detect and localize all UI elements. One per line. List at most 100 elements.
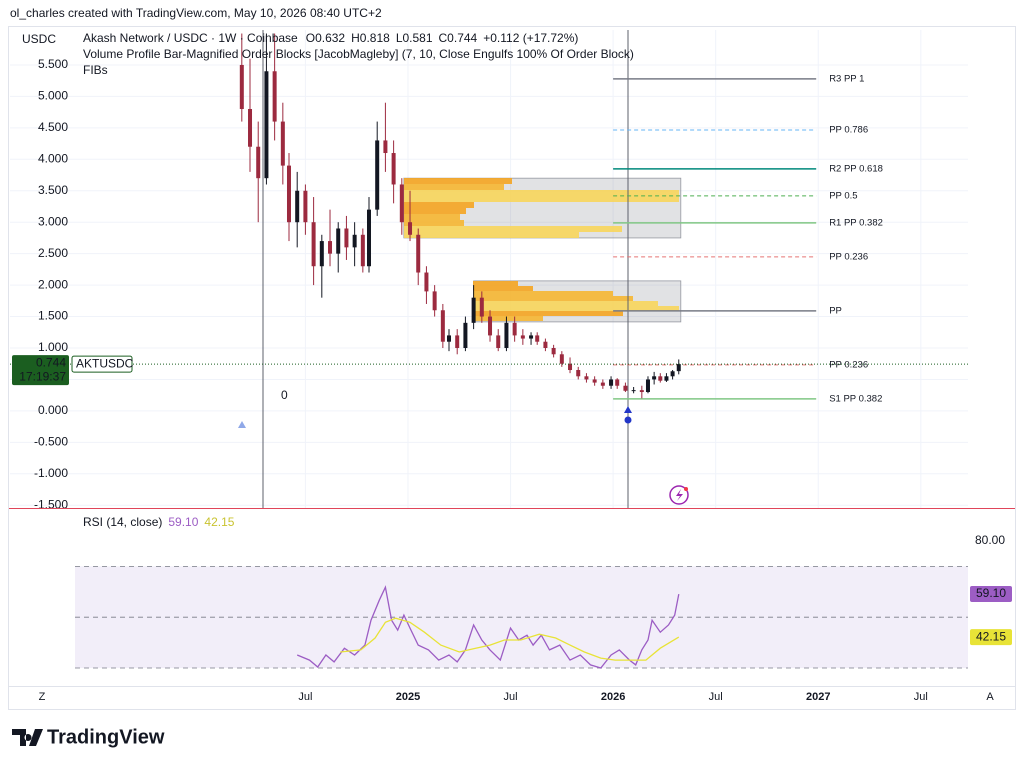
rsi-ma-value: 42.15 xyxy=(204,515,234,529)
pivot-label: R3 PP 1 xyxy=(829,73,864,84)
pivot-label: R2 PP 0.618 xyxy=(829,163,883,174)
candle-body xyxy=(446,335,451,342)
candle-body xyxy=(383,140,388,154)
corner-button[interactable]: A xyxy=(986,691,994,703)
y-tick-label: 1.500 xyxy=(38,309,68,323)
rsi-value-label: 42.15 xyxy=(976,629,1006,643)
candle-body xyxy=(328,241,333,254)
y-tick-label: -1.000 xyxy=(34,466,68,480)
profile-bar xyxy=(473,296,633,301)
y-tick-label: 2.500 xyxy=(38,246,68,260)
currency-box xyxy=(14,30,60,48)
profile-bar xyxy=(473,281,518,286)
indicator-legend[interactable]: Volume Profile Bar-Magnified Order Block… xyxy=(83,47,634,61)
profile-bar xyxy=(404,190,679,196)
price-axis: -1.500-1.000-0.5000.0000.5001.0001.5002.… xyxy=(10,57,968,511)
candle-body xyxy=(319,241,324,267)
signal-marker xyxy=(624,406,632,413)
x-tick-label: 2026 xyxy=(601,691,625,703)
candle-body xyxy=(432,291,437,311)
candle-body xyxy=(408,222,413,235)
signal-marker xyxy=(238,421,246,428)
pivot-label: PP 0.5 xyxy=(829,190,857,201)
candle-body xyxy=(615,379,620,386)
candle-body xyxy=(455,335,460,348)
candle-body xyxy=(352,234,357,248)
y-tick-label: 3.000 xyxy=(38,214,68,228)
candle-body xyxy=(639,390,644,393)
rsi-value-tag xyxy=(970,586,1012,603)
y-tick-label: 4.000 xyxy=(38,151,68,165)
symbol-label: AKTUSDC xyxy=(76,356,134,370)
candle-body xyxy=(645,379,650,393)
brand-name: TradingView xyxy=(47,726,165,748)
y-tick-label: 5.000 xyxy=(38,89,68,103)
candle-body xyxy=(512,322,517,336)
profile-bar xyxy=(404,178,512,184)
pivot-levels: R3 PP 1 PP 0.786 R2 PP 0.618 PP 0.5 R1 PP 0.… xyxy=(613,73,883,404)
profile-bar xyxy=(404,202,474,208)
legend-header: Akash Network / USDC · 1W · Coinbase O0.6… xyxy=(83,31,578,45)
y-tick-label: 5.500 xyxy=(38,57,68,71)
candle-body xyxy=(375,140,380,210)
pivot-label: PP 0.236 xyxy=(829,359,868,370)
candle-body xyxy=(272,71,277,122)
rsi-line xyxy=(340,617,680,661)
rsi-tick-label: 80.00 xyxy=(975,533,1005,547)
profile-bar xyxy=(473,291,613,296)
pivot-label: PP 0.236 xyxy=(829,251,868,262)
candle-body xyxy=(559,354,564,364)
candle-body xyxy=(440,310,445,342)
candle-body xyxy=(584,376,589,380)
x-tick-label: 2025 xyxy=(396,691,420,703)
currency: USDC xyxy=(22,32,56,46)
indicator-legend[interactable]: FIBs xyxy=(83,63,108,77)
profile-bar xyxy=(473,286,533,291)
profile-bar xyxy=(404,184,504,190)
candle-body xyxy=(416,234,421,273)
y-tick-label: 0.000 xyxy=(38,403,68,417)
pivot-label: PP 0.786 xyxy=(829,124,868,135)
profile-bar xyxy=(404,214,460,220)
attribution: ol_charles created with TradingView.com,… xyxy=(10,6,382,20)
ohlc: L0.581 xyxy=(396,31,433,45)
candle-body xyxy=(600,382,605,386)
candle-body xyxy=(576,370,581,377)
candle-body xyxy=(366,209,371,267)
candle-body xyxy=(652,376,657,380)
corner-button[interactable]: Z xyxy=(39,691,46,703)
candle-body xyxy=(520,335,525,339)
symbol-title: Akash Network / USDC · 1W · Coinbase xyxy=(83,31,298,45)
candle-body xyxy=(543,341,548,348)
pivot-label: S1 PP 0.382 xyxy=(829,393,882,404)
candle-body xyxy=(479,297,484,317)
pivot-label: PP xyxy=(829,305,842,316)
y-tick-label: 3.500 xyxy=(38,183,68,197)
candle-body xyxy=(303,190,308,223)
candle-body xyxy=(504,322,509,348)
candle-body xyxy=(676,364,681,372)
x-tick-label: 2027 xyxy=(806,691,830,703)
rsi-value-label: 59.10 xyxy=(976,586,1006,600)
volume-profile xyxy=(404,178,679,321)
event-icon-glyph xyxy=(676,489,683,501)
candle-body xyxy=(248,108,253,147)
candle-body xyxy=(609,379,614,386)
x-tick-label: Jul xyxy=(914,691,928,703)
candle-body xyxy=(488,316,493,336)
candle-body xyxy=(295,190,300,223)
candle-body xyxy=(264,71,269,179)
x-tick-label: Jul xyxy=(504,691,518,703)
candle-body xyxy=(529,335,534,339)
chart-frame xyxy=(8,26,1016,710)
profile-bar xyxy=(404,232,579,238)
candle-body xyxy=(658,376,663,381)
candle-body xyxy=(344,228,349,248)
profile-bar xyxy=(473,316,543,321)
candle-body xyxy=(631,390,636,392)
candle-body xyxy=(391,153,396,185)
ohlc: C0.744 xyxy=(439,31,478,45)
rsi-legend: RSI (14, close) 59.10 42.15 xyxy=(83,515,235,529)
candle-body xyxy=(664,376,669,381)
